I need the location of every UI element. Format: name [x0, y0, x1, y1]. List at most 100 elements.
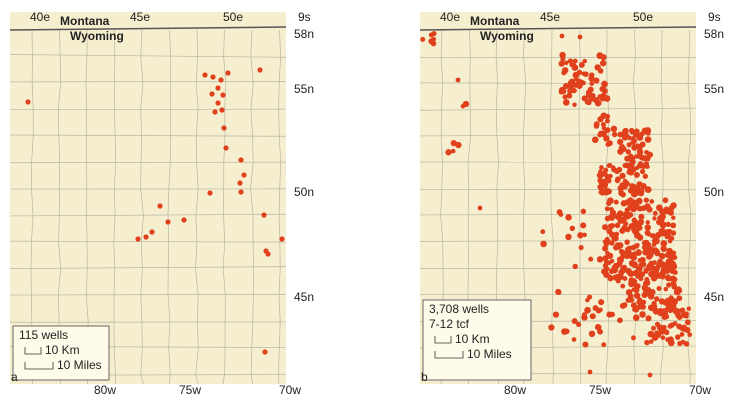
- grid-line: [113, 29, 117, 385]
- well-dot: [627, 197, 634, 203]
- well-dot: [672, 308, 679, 315]
- well-dot: [626, 142, 632, 148]
- well-dot: [659, 269, 667, 277]
- well-dot: [261, 212, 267, 218]
- well-dot: [445, 149, 452, 156]
- well-dot: [644, 277, 650, 283]
- well-dot: [627, 135, 633, 141]
- well-dot: [636, 134, 644, 141]
- well-dot: [632, 314, 640, 322]
- grid-label: 40e: [440, 10, 460, 24]
- well-dot: [618, 144, 625, 151]
- grid-label: 80w: [94, 383, 116, 397]
- well-dot: [588, 72, 595, 78]
- well-dot: [620, 283, 626, 289]
- well-dot: [652, 308, 660, 315]
- well-dot: [552, 311, 560, 318]
- well-dot: [628, 222, 636, 230]
- grid-label: 55n: [294, 82, 314, 96]
- well-dot: [558, 60, 565, 67]
- well-dot: [662, 197, 669, 204]
- grid-label: 50n: [294, 185, 314, 199]
- legend-text: 7-12 tcf: [429, 317, 470, 331]
- well-dot: [605, 239, 611, 245]
- well-dot: [566, 92, 573, 99]
- well-dot: [680, 339, 686, 345]
- well-dot: [601, 342, 607, 348]
- well-dot: [625, 246, 632, 253]
- well-dot: [674, 334, 681, 340]
- well-dot: [639, 168, 646, 175]
- well-dot: [614, 177, 621, 184]
- well-dot: [599, 165, 604, 170]
- well-dot: [654, 330, 659, 336]
- well-dot: [450, 148, 456, 154]
- well-dot: [619, 302, 626, 309]
- panel-letter: b: [421, 370, 428, 384]
- well-dot: [219, 107, 225, 113]
- well-dot: [610, 165, 616, 170]
- well-dot: [660, 240, 668, 247]
- well-dot: [665, 221, 671, 227]
- well-dot: [646, 206, 653, 213]
- well-dot: [623, 210, 630, 218]
- well-dot: [576, 69, 583, 76]
- well-dot: [600, 121, 606, 128]
- well-dot: [660, 335, 666, 340]
- well-dot: [588, 330, 596, 338]
- well-dot: [637, 234, 644, 241]
- well-dot: [596, 52, 604, 59]
- well-dot: [638, 220, 644, 226]
- well-dot: [644, 186, 652, 193]
- well-dot: [619, 184, 626, 191]
- well-dot: [561, 328, 568, 335]
- well-dot: [569, 225, 576, 232]
- well-dot: [633, 292, 641, 299]
- well-dot: [667, 262, 674, 270]
- grid-label: 45n: [704, 290, 724, 304]
- well-dot: [165, 219, 171, 225]
- well-dot: [631, 287, 637, 292]
- well-dot: [649, 199, 655, 204]
- well-dot: [540, 229, 546, 235]
- well-dot: [604, 127, 611, 133]
- well-dot: [225, 70, 231, 76]
- well-dot: [599, 59, 607, 67]
- state-label: Montana: [60, 14, 110, 28]
- well-dot: [629, 183, 635, 189]
- grid-label: 70w: [689, 383, 711, 397]
- well-dot: [642, 249, 649, 256]
- well-dot: [648, 263, 655, 271]
- well-dot: [611, 131, 618, 138]
- well-dot: [619, 251, 625, 256]
- well-dot: [687, 332, 693, 338]
- grid-line: [9, 108, 287, 111]
- scale-label: 10 Km: [455, 332, 490, 346]
- well-dot: [210, 74, 216, 80]
- well-dot: [595, 100, 602, 107]
- well-dot: [650, 233, 656, 239]
- well-dot: [664, 229, 671, 235]
- well-dot: [562, 94, 568, 100]
- well-dot: [636, 148, 644, 156]
- well-dot: [635, 249, 642, 256]
- well-dot: [606, 197, 614, 205]
- scale-bar: [24, 362, 54, 370]
- well-dot: [632, 306, 638, 313]
- well-dot: [630, 302, 637, 309]
- well-dot: [661, 221, 667, 227]
- grid-line: [419, 213, 697, 216]
- well-dot: [607, 173, 613, 179]
- well-dot: [651, 242, 657, 247]
- well-dot: [679, 331, 685, 337]
- state-border: [9, 26, 287, 31]
- well-dot: [686, 306, 692, 311]
- well-dot: [428, 32, 434, 38]
- well-dot: [589, 313, 596, 320]
- well-dot: [635, 197, 643, 205]
- well-dot: [663, 286, 669, 292]
- well-dot: [630, 155, 636, 161]
- well-dot: [642, 245, 647, 250]
- state-label: Wyoming: [480, 29, 534, 43]
